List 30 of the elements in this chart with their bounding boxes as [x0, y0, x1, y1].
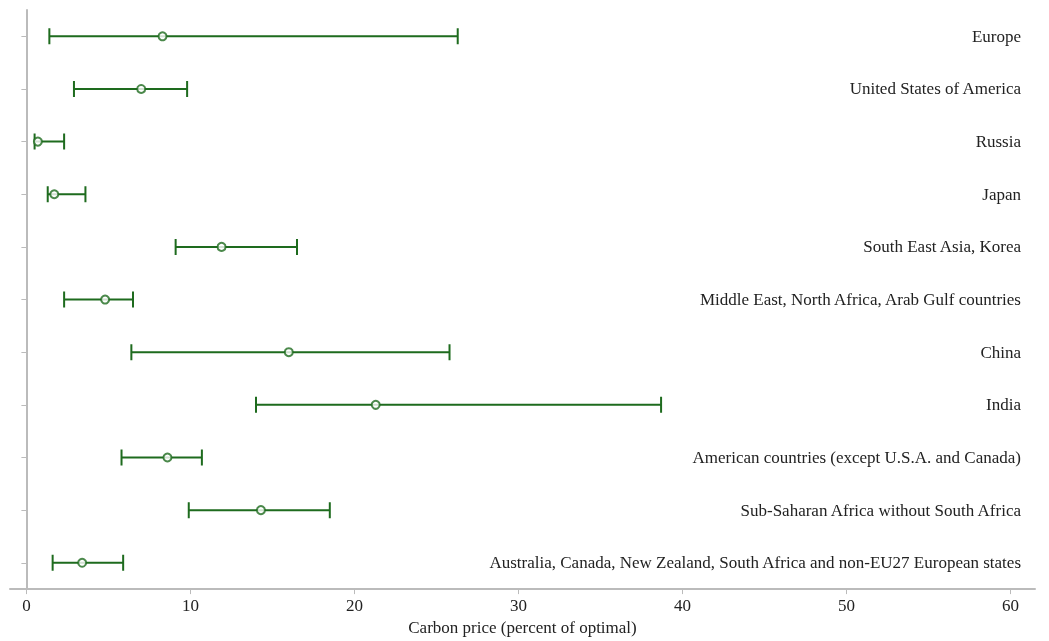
y-tick-label: Middle East, North Africa, Arab Gulf countries	[699, 290, 1021, 310]
point	[136, 83, 147, 94]
y-tick-label: Australia, Canada, New Zealand, South Africa and non-EU27 European states	[489, 553, 1021, 573]
x-tick-label: 40	[673, 596, 691, 616]
point	[216, 241, 227, 252]
y-tick-label: Europe	[971, 26, 1021, 46]
y-tick-label: South East Asia, Korea	[863, 237, 1022, 257]
y-tick-label: United States of America	[849, 79, 1022, 99]
x-tick-label: 60	[1001, 596, 1019, 616]
x-tick-label: 10	[181, 596, 199, 616]
y-tick-label: Russia	[975, 132, 1022, 152]
point	[162, 452, 173, 463]
y-tick-label: China	[980, 342, 1022, 362]
point	[255, 505, 266, 516]
point	[157, 31, 168, 42]
x-tick-label: 20	[345, 596, 363, 616]
point	[32, 136, 43, 147]
point	[370, 399, 381, 410]
point	[100, 294, 111, 305]
point	[77, 557, 88, 568]
x-axis-title: Carbon price (percent of optimal)	[408, 618, 637, 637]
y-tick-label: Sub-Saharan Africa without South Africa	[740, 500, 1022, 520]
y-tick-label: American countries (except U.S.A. and Canada)	[692, 447, 1021, 467]
x-tick-label: 30	[509, 596, 527, 616]
x-tick-label: 50	[837, 596, 855, 616]
y-tick-label: Japan	[982, 184, 1022, 204]
x-tick-label: 0	[22, 596, 31, 616]
y-tick-label: India	[986, 395, 1022, 415]
point	[283, 347, 294, 358]
point	[49, 189, 60, 200]
